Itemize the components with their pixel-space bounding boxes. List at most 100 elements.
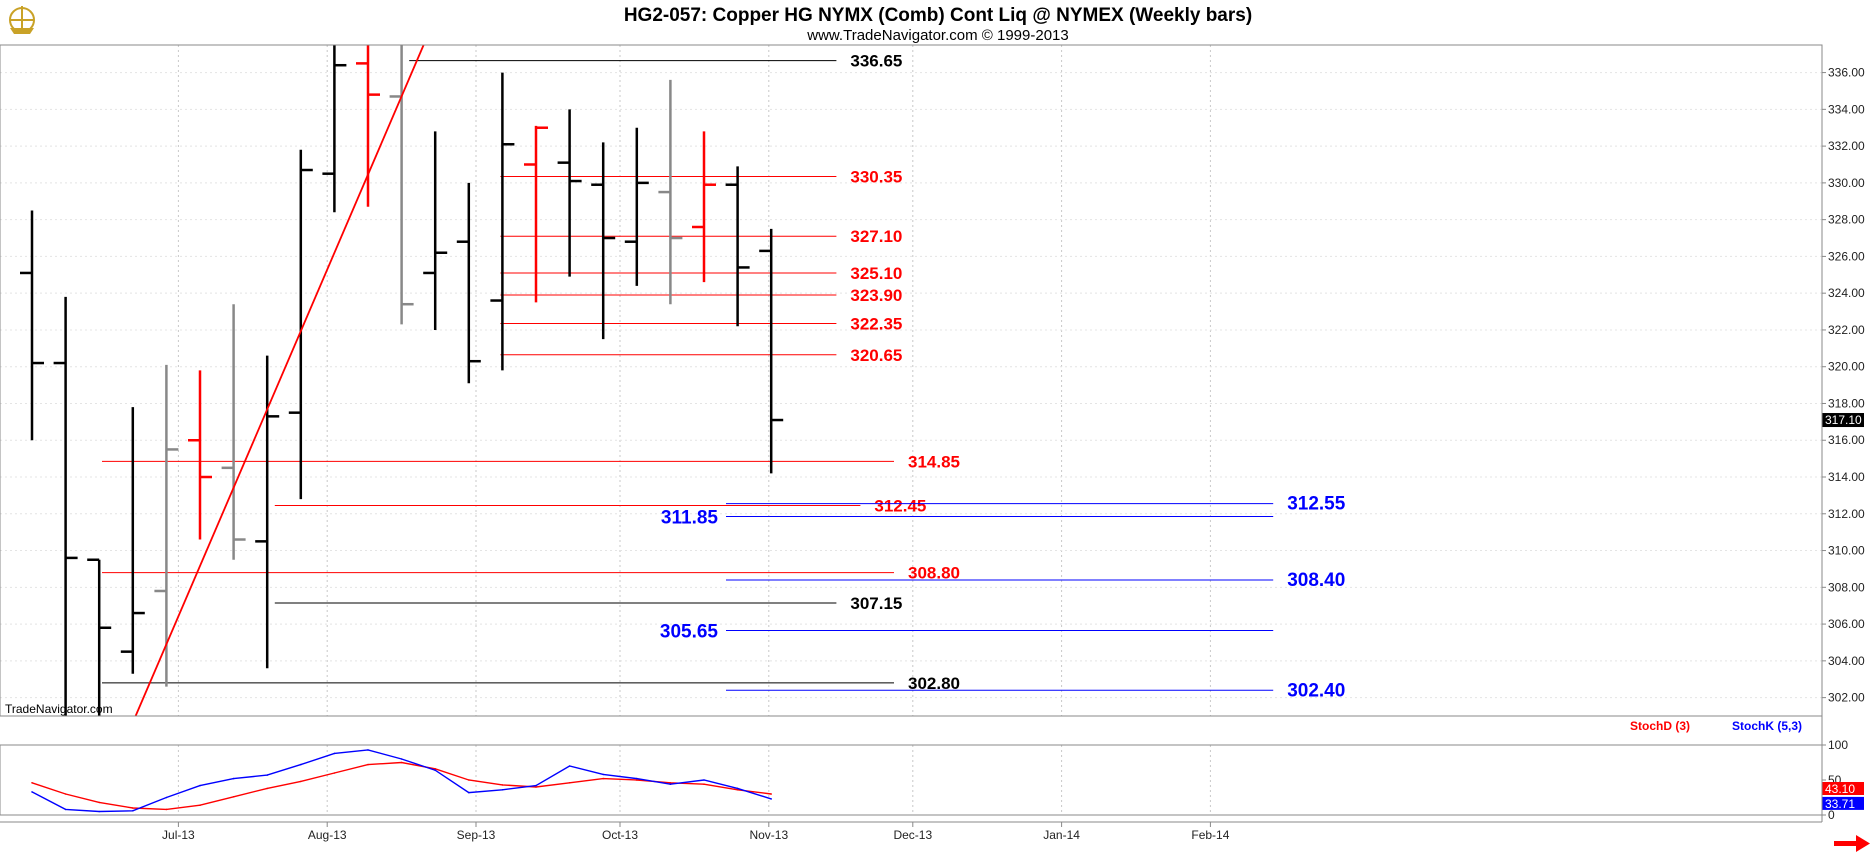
stoch-last-box <box>1822 782 1864 795</box>
stoch-last-label: 43.10 <box>1825 782 1855 796</box>
y-tick-label: 312.00 <box>1828 507 1865 521</box>
x-tick-label: Jan-14 <box>1043 828 1080 842</box>
y-tick-label: 332.00 <box>1828 139 1865 153</box>
stoch-point <box>199 804 201 806</box>
stoch-point <box>602 777 604 780</box>
stoch-point <box>568 782 571 784</box>
chart-title: HG2-057: Copper HG NYMX (Comb) Cont Liq … <box>624 5 1252 26</box>
chart-frame <box>0 44 1823 823</box>
stoch-point <box>266 774 269 776</box>
stoch-point <box>232 777 235 780</box>
stoch-point <box>468 791 470 794</box>
y-tick-label: 314.00 <box>1828 470 1865 484</box>
y-tick-label: 306.00 <box>1828 617 1865 631</box>
stoch-point <box>199 784 201 787</box>
y-tick-label: 336.00 <box>1828 66 1865 80</box>
level-label: 302.40 <box>1287 680 1345 701</box>
stoch-point <box>669 783 672 785</box>
stoch-last-label: 33.71 <box>1825 797 1855 811</box>
level-label: 307.15 <box>850 594 902 613</box>
y-tick-label: 334.00 <box>1828 102 1865 116</box>
y-tick-label: 304.00 <box>1828 654 1865 668</box>
level-label: 312.45 <box>874 497 926 516</box>
trend-line <box>134 44 425 717</box>
stoch-point <box>300 763 302 766</box>
level-label: 314.85 <box>908 452 960 471</box>
stoch-point <box>602 773 604 776</box>
stoch-point <box>64 808 67 811</box>
level-label: 308.80 <box>908 564 960 583</box>
stoch-point <box>501 789 504 791</box>
price-axis: 302.00 304.00 306.00 308.00 310.00 312.00 314.… <box>1822 66 1865 705</box>
stoch-point <box>568 765 571 767</box>
x-tick-label: Dec-13 <box>893 828 932 842</box>
stoch-point <box>165 796 168 799</box>
watermark: TradeNavigator.com <box>5 702 113 716</box>
stoch-point <box>770 798 772 800</box>
stoch-point <box>736 789 739 791</box>
y-tick-label: 310.00 <box>1828 544 1865 558</box>
stoch-point <box>535 784 537 787</box>
y-tick-label: 318.00 <box>1828 396 1865 410</box>
stoch-point <box>98 810 100 813</box>
stoch-point <box>468 779 470 781</box>
stoch-point <box>31 782 33 784</box>
stoch-point <box>132 810 134 812</box>
y-tick-label: 320.00 <box>1828 360 1865 374</box>
y-tick-label: 326.00 <box>1828 249 1865 263</box>
level-label: 308.40 <box>1287 570 1345 591</box>
x-tick-label: Jul-13 <box>162 828 195 842</box>
stoch-point <box>669 782 672 784</box>
last-price-label: 317.10 <box>1825 413 1862 427</box>
time-axis: Jul-13 Aug-13 Sep-13 Oct-13 Nov-13 Dec-13 Jan-… <box>162 822 1230 842</box>
stoch-point <box>636 777 638 780</box>
stoch-point <box>501 784 504 786</box>
stoch-point <box>165 808 168 811</box>
stoch-point <box>98 801 100 804</box>
x-tick-label: Aug-13 <box>308 828 347 842</box>
stoch-point <box>266 787 269 790</box>
level-label: 305.65 <box>660 622 719 643</box>
stoch-point <box>434 769 437 771</box>
last-price-box <box>1822 413 1864 428</box>
level-label: 322.35 <box>850 315 902 334</box>
logo-icon <box>9 6 35 34</box>
stoch-point <box>703 783 705 785</box>
stoch-point <box>535 786 537 788</box>
stoch-point <box>736 787 739 790</box>
stoch-point <box>333 772 336 774</box>
legend-stochD: StochD (3) <box>1630 719 1690 733</box>
legend-stochK: StochK (5,3) <box>1732 719 1802 733</box>
stoch-point <box>64 793 67 795</box>
stoch-point <box>367 749 369 751</box>
y-tick-label: 302.00 <box>1828 691 1865 705</box>
x-tick-label: Sep-13 <box>457 828 496 842</box>
level-label: 325.10 <box>850 264 902 283</box>
chart-subtitle: www.TradeNavigator.com © 1999-2013 <box>806 27 1068 44</box>
stoch-point <box>132 807 134 809</box>
level-label: 312.55 <box>1287 494 1346 515</box>
stoch-point <box>31 791 33 793</box>
level-label: 336.65 <box>850 52 902 71</box>
level-label: 330.35 <box>850 167 902 186</box>
stoch-point <box>400 761 403 764</box>
stoch-y-tick-label: 100 <box>1828 738 1848 752</box>
stoch-point <box>636 779 638 781</box>
y-tick-label: 322.00 <box>1828 323 1865 337</box>
stoch-point <box>770 793 772 795</box>
ohlc-bars <box>20 45 784 716</box>
stoch-y-tick-label: 0 <box>1828 808 1835 822</box>
stoch-point <box>232 796 235 798</box>
level-label: 302.80 <box>908 674 960 693</box>
level-label: 323.90 <box>850 286 902 305</box>
level-label: 327.10 <box>850 227 902 246</box>
trendline <box>134 44 425 717</box>
x-tick-label: Oct-13 <box>602 828 638 842</box>
stoch-point <box>434 768 437 770</box>
stoch-point <box>333 752 336 755</box>
stoch-last-box <box>1822 796 1864 810</box>
y-tick-label: 328.00 <box>1828 213 1865 227</box>
scroll-right-arrow-icon[interactable] <box>1834 835 1870 852</box>
